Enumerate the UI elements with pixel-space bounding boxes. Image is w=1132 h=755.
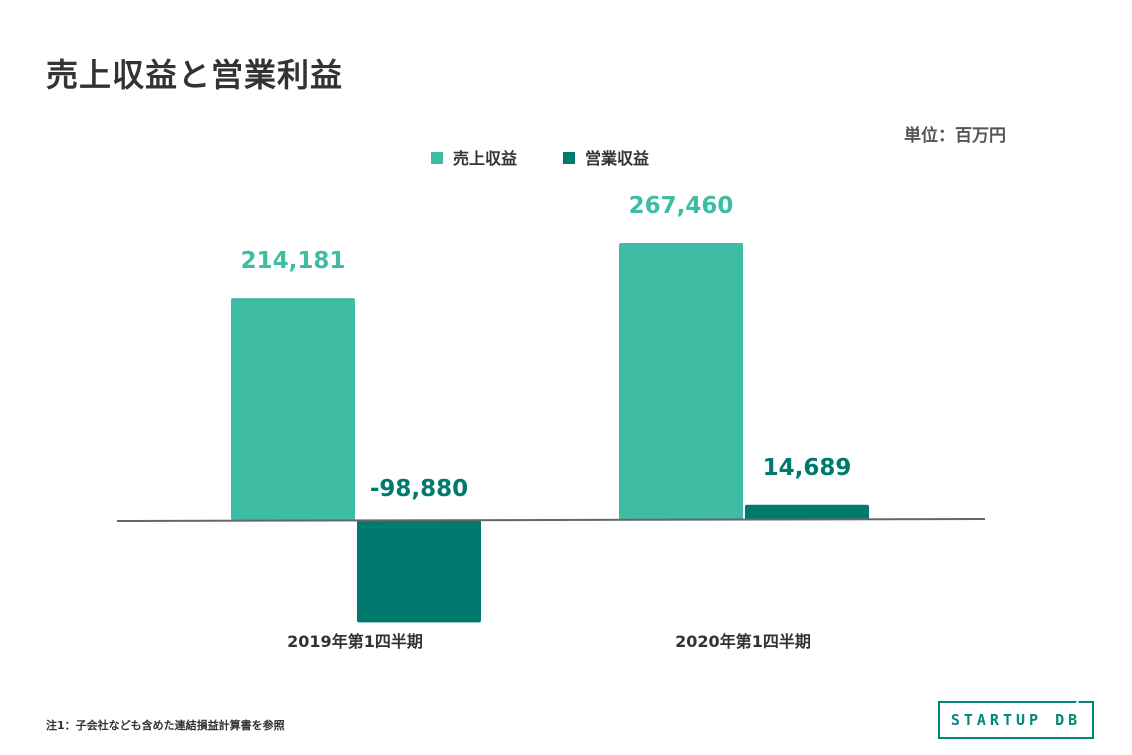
bar-revenue-2020 [619, 243, 743, 520]
legend-label-revenue: 売上収益 [453, 149, 517, 168]
bar-revenue-2019 [231, 298, 355, 520]
startup-db-logo: STARTUP DB [938, 701, 1094, 739]
legend: 売上収益 営業収益 [431, 149, 649, 168]
category-label-2019: 2019年第1四半期 [287, 632, 423, 651]
footnote: 注1：子会社なども含めた連結損益計算書を参照 [46, 719, 285, 732]
bar-operating-2020 [745, 504, 869, 520]
value-label-operating-2019: -98,880 [370, 476, 468, 502]
page-title: 売上収益と営業利益 [46, 56, 344, 94]
value-label-operating-2020: 14,689 [763, 455, 852, 481]
bar-operating-2019 [357, 520, 481, 623]
legend-swatch-operating [563, 152, 575, 164]
zero-baseline [116, 518, 986, 522]
value-label-revenue-2020: 267,460 [629, 193, 734, 219]
category-label-2020: 2020年第1四半期 [675, 632, 811, 651]
value-label-revenue-2019: 214,181 [241, 248, 346, 274]
unit-label: 単位：百万円 [904, 126, 1006, 146]
legend-label-operating: 営業収益 [585, 149, 649, 168]
legend-swatch-revenue [431, 152, 443, 164]
